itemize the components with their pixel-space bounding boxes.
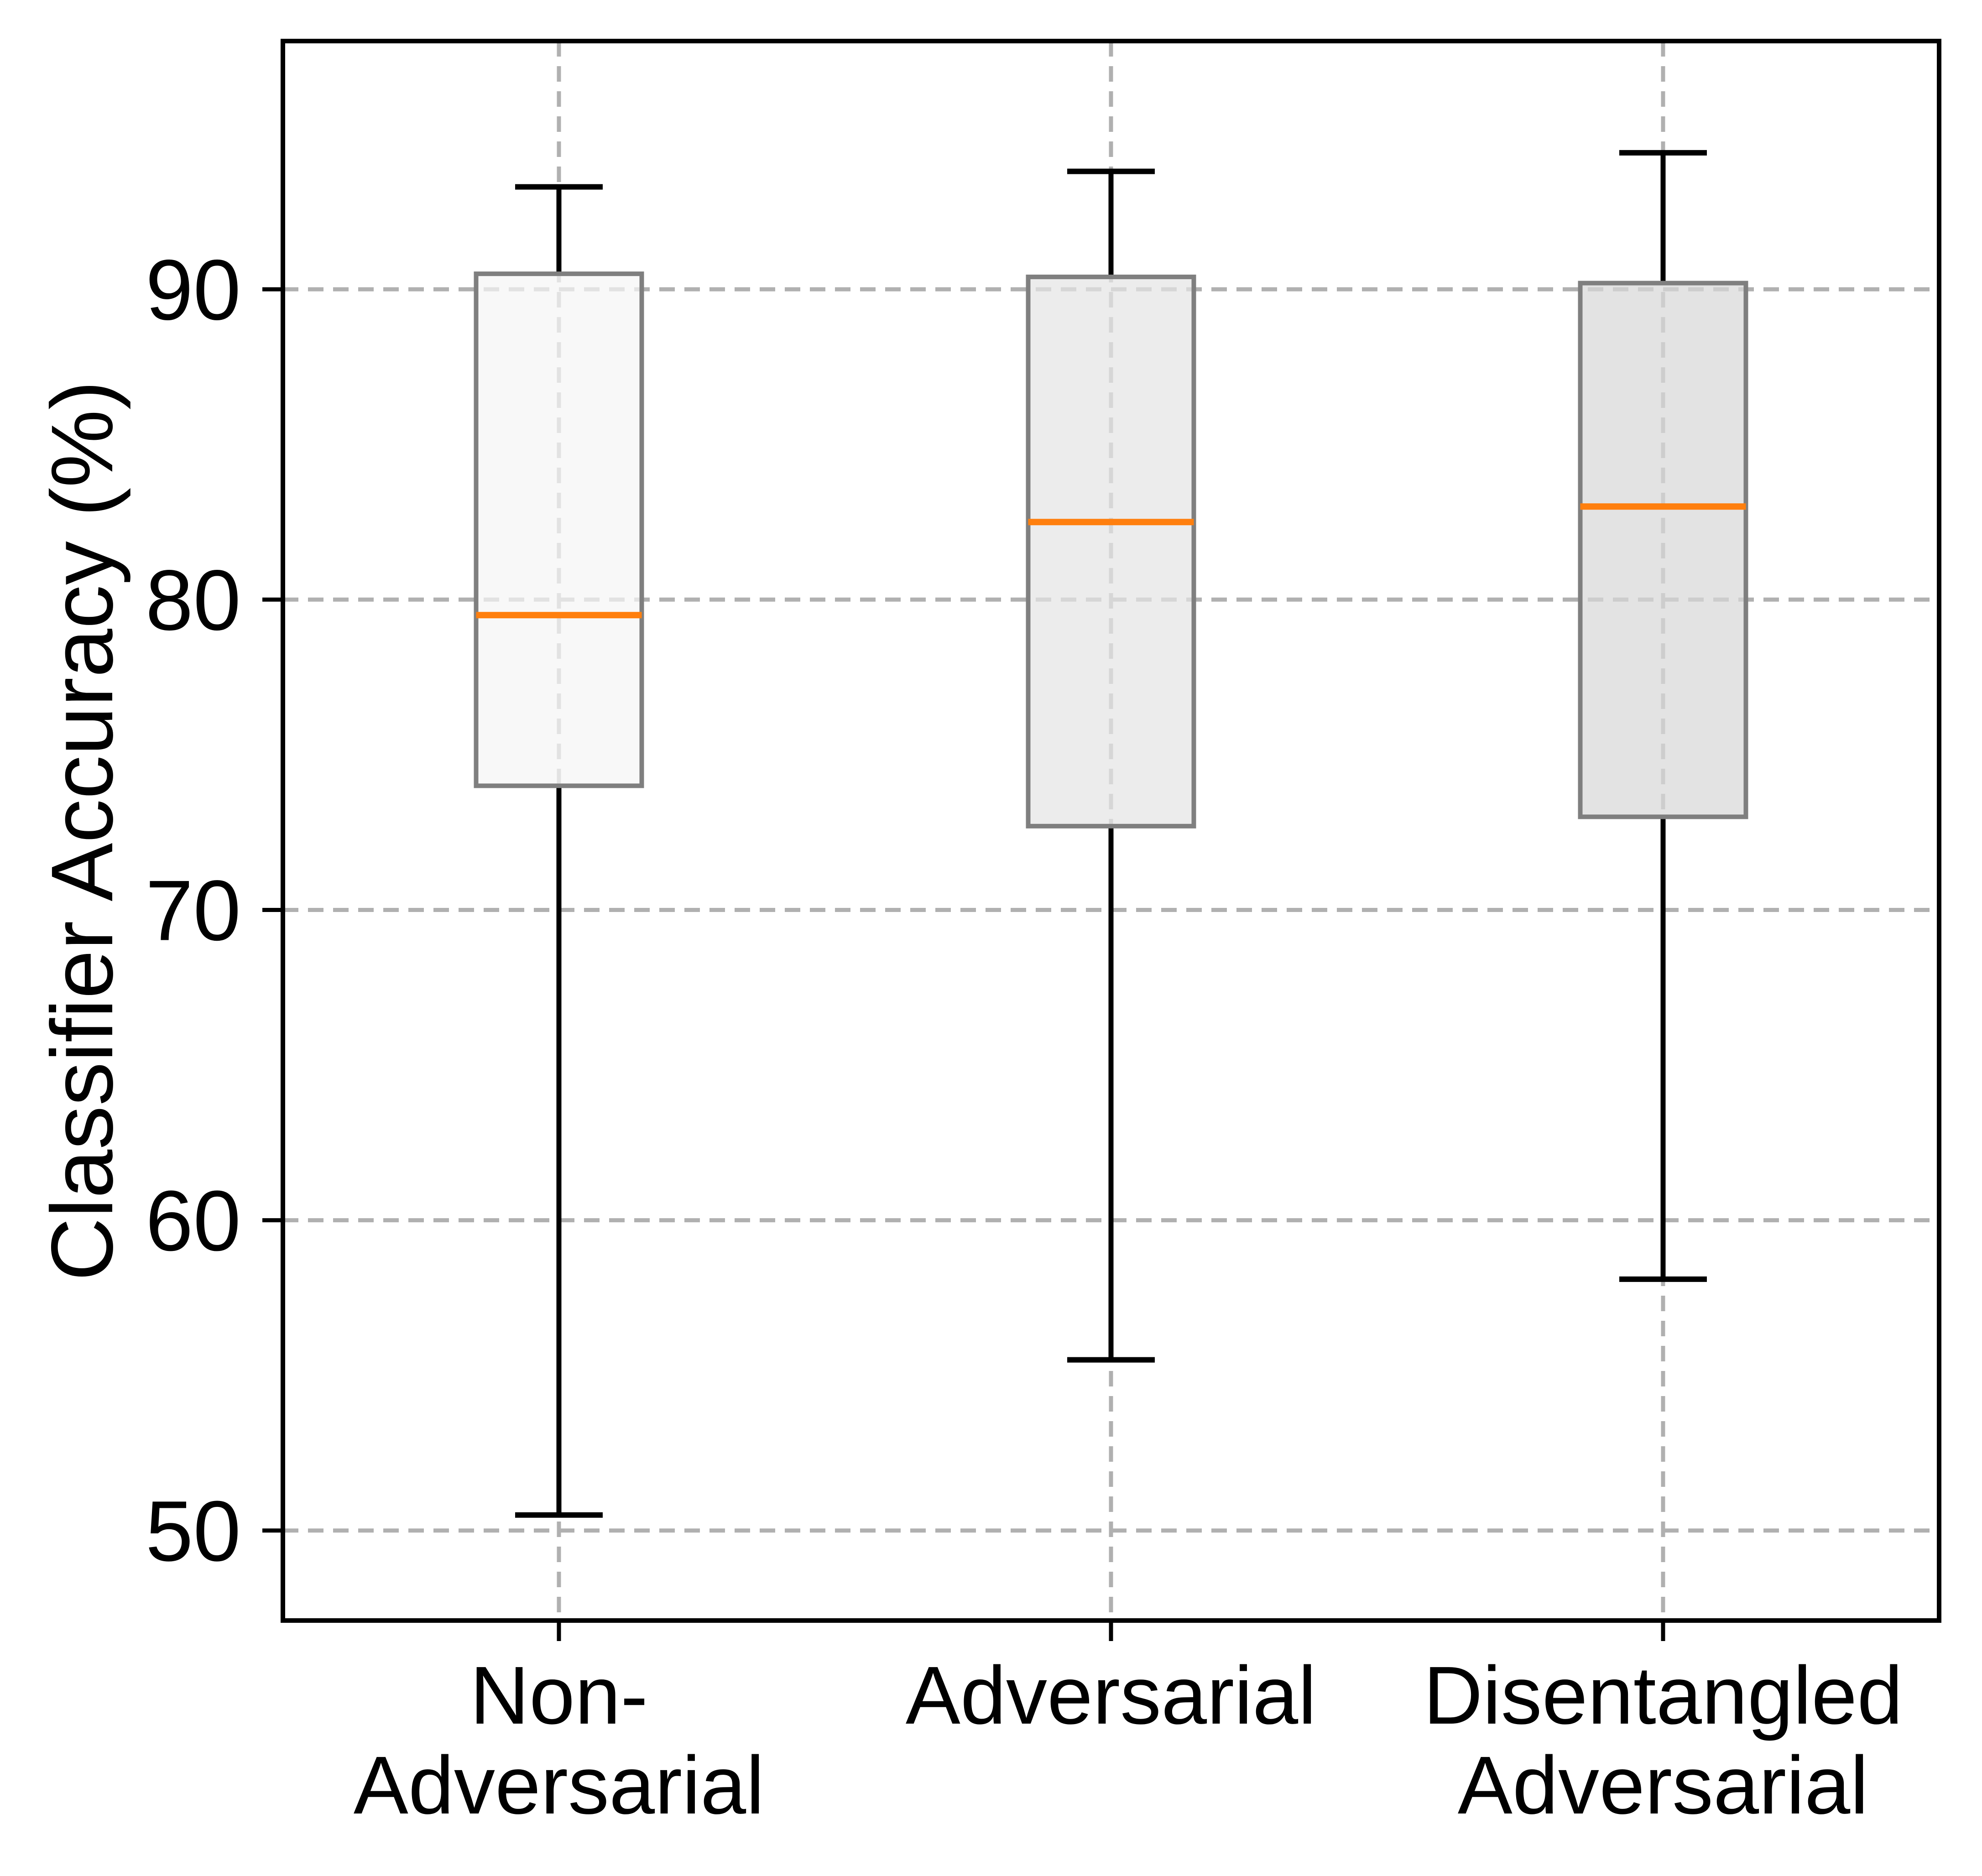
y-tick-label-90: 90 bbox=[146, 242, 241, 338]
y-tick-label-60: 60 bbox=[146, 1173, 241, 1269]
x-category-label-1-line-2: Adversarial bbox=[354, 1740, 764, 1831]
x-category-label-1-line-1: Non- bbox=[470, 1650, 648, 1741]
y-tick-label-50: 50 bbox=[146, 1483, 241, 1579]
x-category-label-2-line-1: Adversarial bbox=[906, 1650, 1316, 1741]
box-3 bbox=[1578, 281, 1748, 819]
y-tick-label-70: 70 bbox=[146, 862, 241, 958]
y-axis-label: Classifier Accuracy (%) bbox=[33, 380, 131, 1281]
y-tick-label-80: 80 bbox=[146, 552, 241, 648]
box-1 bbox=[474, 271, 644, 788]
x-category-label-3-line-2: Adversarial bbox=[1458, 1740, 1868, 1831]
x-category-label-3-line-1: Disentangled bbox=[1424, 1650, 1903, 1741]
box-2 bbox=[1026, 274, 1196, 829]
